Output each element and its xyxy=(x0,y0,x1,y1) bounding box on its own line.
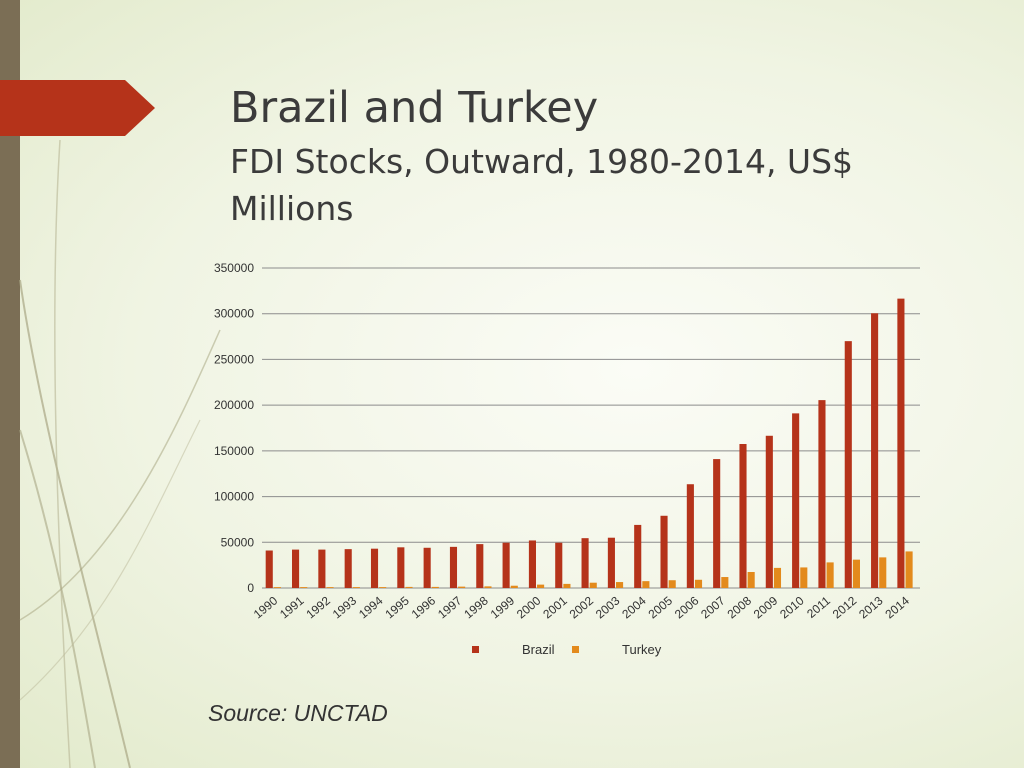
bar-brazil-2009 xyxy=(765,435,773,588)
x-tick-label: 2009 xyxy=(751,593,781,621)
legend-swatch-turkey xyxy=(572,646,579,653)
bar-turkey-1993 xyxy=(352,587,360,588)
x-tick-label: 2000 xyxy=(514,593,544,621)
y-tick-label: 200000 xyxy=(214,398,254,412)
bar-turkey-2004 xyxy=(642,581,650,588)
bar-brazil-2011 xyxy=(818,400,826,588)
bar-turkey-2003 xyxy=(616,582,624,588)
legend-label-brazil: Brazil xyxy=(522,642,555,657)
y-tick-label: 50000 xyxy=(221,535,255,549)
bar-brazil-2008 xyxy=(739,444,747,588)
bar-brazil-2010 xyxy=(792,413,800,588)
bar-turkey-2007 xyxy=(721,577,729,588)
bar-turkey-2006 xyxy=(694,579,703,588)
bar-turkey-1991 xyxy=(300,587,308,588)
bar-brazil-2013 xyxy=(871,313,879,588)
bar-brazil-1993 xyxy=(344,549,352,588)
bar-brazil-1997 xyxy=(449,546,458,588)
x-tick-label: 2010 xyxy=(777,593,807,621)
x-tick-label: 2006 xyxy=(672,593,702,621)
sidebar-strip xyxy=(0,0,20,768)
bar-brazil-2004 xyxy=(634,524,642,588)
x-tick-label: 1996 xyxy=(409,593,439,621)
bar-brazil-2001 xyxy=(555,542,563,588)
bar-turkey-2013 xyxy=(879,557,887,588)
bar-brazil-2007 xyxy=(713,459,721,588)
accent-arrow-tab xyxy=(0,80,155,136)
x-tick-label: 1990 xyxy=(251,593,281,621)
source-note: Source: UNCTAD xyxy=(208,700,388,726)
bar-turkey-1994 xyxy=(379,587,387,588)
x-tick-label: 1998 xyxy=(461,593,491,621)
x-tick-label: 2013 xyxy=(856,593,886,621)
x-tick-label: 1995 xyxy=(382,593,412,621)
x-tick-label: 2012 xyxy=(830,593,860,621)
slide-subtitle: FDI Stocks, Outward, 1980-2014, US$ Mill… xyxy=(230,142,854,228)
y-tick-label: 250000 xyxy=(214,352,254,366)
bar-brazil-2002 xyxy=(581,538,589,588)
y-tick-label: 350000 xyxy=(214,261,254,275)
y-tick-label: 100000 xyxy=(214,490,254,504)
y-tick-label: 300000 xyxy=(214,307,254,321)
bar-turkey-1999 xyxy=(510,585,518,588)
slide-title: Brazil and Turkey xyxy=(230,83,599,133)
bar-chart: 0 50000 100000 150000 200000 250000 300000 3500… xyxy=(214,261,920,657)
bar-brazil-2000 xyxy=(528,540,536,588)
x-tick-label: 1997 xyxy=(435,593,465,621)
bar-brazil-1992 xyxy=(318,549,326,588)
bar-brazil-2005 xyxy=(660,515,668,588)
x-tick-label: 2011 xyxy=(804,593,833,621)
bar-turkey-2009 xyxy=(773,567,782,588)
bar-turkey-2002 xyxy=(589,582,597,588)
title-block: Brazil and Turkey FDI Stocks, Outward, 1… xyxy=(230,82,990,232)
x-tick-label: 2014 xyxy=(882,593,912,621)
legend-label-turkey: Turkey xyxy=(622,642,662,657)
bar-turkey-2014 xyxy=(905,551,913,588)
bar-turkey-2012 xyxy=(852,559,860,588)
bar-brazil-2014 xyxy=(897,298,905,588)
bar-turkey-2008 xyxy=(747,572,755,588)
bar-brazil-1996 xyxy=(423,547,431,588)
bar-turkey-2010 xyxy=(800,567,808,588)
bar-turkey-2005 xyxy=(668,580,676,588)
legend-swatch-brazil xyxy=(472,646,479,653)
y-tick-label: 150000 xyxy=(214,444,254,458)
x-tick-label: 1999 xyxy=(488,593,518,621)
bar-turkey-1997 xyxy=(458,586,466,588)
bar-brazil-1991 xyxy=(292,549,300,588)
bar-turkey-2001 xyxy=(563,583,571,588)
bar-brazil-2006 xyxy=(686,484,694,588)
bar-turkey-1990 xyxy=(273,587,281,588)
decorative-swirl xyxy=(19,139,221,768)
bar-brazil-1998 xyxy=(476,544,484,588)
x-tick-label: 2002 xyxy=(567,593,597,621)
bar-brazil-1999 xyxy=(502,542,510,588)
x-tick-label: 2008 xyxy=(725,593,755,621)
bar-turkey-2000 xyxy=(537,584,545,588)
bar-turkey-2011 xyxy=(826,562,834,588)
x-tick-label: 1992 xyxy=(303,593,333,621)
x-tick-label: 2001 xyxy=(540,593,570,621)
bar-turkey-1998 xyxy=(484,586,492,588)
bar-brazil-1995 xyxy=(397,547,405,588)
x-tick-label: 2003 xyxy=(593,593,623,621)
x-tick-label: 2004 xyxy=(619,593,649,621)
x-tick-label: 1994 xyxy=(356,593,386,621)
x-tick-label: 1993 xyxy=(330,593,360,621)
bar-brazil-2012 xyxy=(844,341,852,588)
x-tick-label: 2007 xyxy=(698,593,728,621)
bar-brazil-1994 xyxy=(370,548,379,588)
bar-turkey-1995 xyxy=(405,586,413,588)
x-tick-label: 2005 xyxy=(646,593,676,621)
bar-brazil-2003 xyxy=(607,537,615,588)
y-tick-label: 0 xyxy=(247,581,254,595)
x-tick-label: 1991 xyxy=(277,593,307,621)
bar-turkey-1992 xyxy=(326,587,334,588)
bar-brazil-1990 xyxy=(265,550,273,588)
bar-turkey-1996 xyxy=(431,586,439,588)
